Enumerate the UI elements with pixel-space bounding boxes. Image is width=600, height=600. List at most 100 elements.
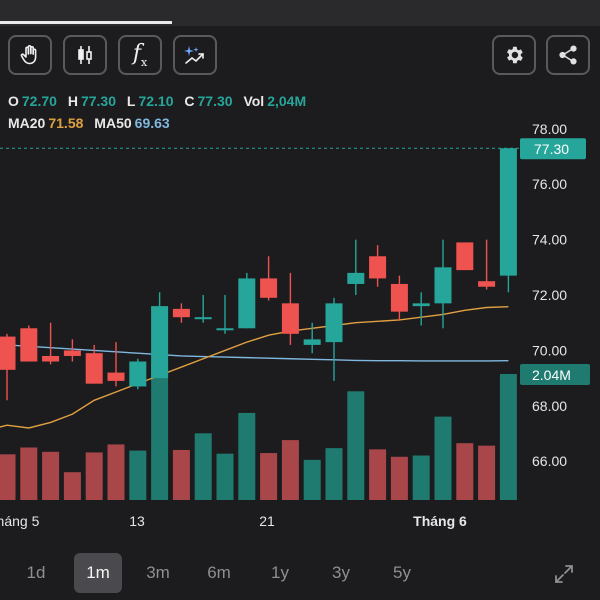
last-price-tag xyxy=(520,138,586,160)
candle-body xyxy=(20,328,38,362)
hand-drag-icon xyxy=(20,45,37,65)
candle-body xyxy=(281,303,299,334)
candle-body xyxy=(42,355,60,362)
chart-type-button[interactable] xyxy=(63,35,107,75)
volume-bar xyxy=(369,449,387,500)
x-tick-label: Tháng 5 xyxy=(0,513,40,529)
candle-body xyxy=(369,256,387,279)
settings-button[interactable] xyxy=(492,35,536,75)
period-3m[interactable]: 3m xyxy=(146,563,170,582)
period-3y[interactable]: 3y xyxy=(332,563,350,582)
price-chart[interactable]: 78.00 76.00 74.00 72.00 70.00 68.00 66.00 77.30… xyxy=(0,115,600,535)
period-6m[interactable]: 6m xyxy=(207,563,231,582)
period-1m[interactable]: 1m xyxy=(74,553,122,593)
volume-bar xyxy=(85,452,103,500)
candle-body xyxy=(0,336,16,370)
progress-indicator xyxy=(0,21,172,24)
close-value: 77.30 xyxy=(197,93,233,109)
share-icon xyxy=(559,45,577,65)
y-tick-label: 74.00 xyxy=(532,232,567,248)
x-tick-label: Tháng 6 xyxy=(413,513,467,529)
volume-bar xyxy=(63,472,81,500)
volume-bar xyxy=(42,451,60,500)
candle-body xyxy=(194,317,212,320)
high-value: 77.30 xyxy=(80,93,116,109)
low-value: 72.10 xyxy=(138,93,174,109)
volume-bar xyxy=(216,453,234,500)
candle-body xyxy=(260,278,278,298)
indicator-button[interactable]: fx xyxy=(118,35,162,75)
y-tick-label: 72.00 xyxy=(532,287,567,303)
y-tick-label: 78.00 xyxy=(532,121,567,137)
x-tick-label: 21 xyxy=(259,513,275,529)
share-button[interactable] xyxy=(546,35,590,75)
candle-body xyxy=(499,148,517,276)
period-selector: 1d 1m 3m 6m 1y 3y 5y xyxy=(0,548,600,600)
last-volume-label: 2.04M xyxy=(532,367,571,383)
gear-icon xyxy=(507,46,523,64)
function-icon: fx xyxy=(132,41,148,69)
volume-bar xyxy=(238,412,256,500)
ma-legend: MA20 71.58 MA50 69.63 xyxy=(8,115,177,131)
y-tick-label: 68.00 xyxy=(532,398,567,414)
candle-body xyxy=(456,242,474,271)
candle-body xyxy=(63,350,81,356)
ma20-value: 71.58 xyxy=(48,115,84,131)
y-tick-label: 76.00 xyxy=(532,176,567,192)
volume-bar xyxy=(260,453,278,500)
low-label: L xyxy=(126,93,136,109)
volume-value: 2,04M xyxy=(267,93,307,109)
candle-body xyxy=(412,303,430,307)
top-bar xyxy=(0,0,600,26)
volume-bar xyxy=(478,445,496,500)
hand-drag-button[interactable] xyxy=(8,35,52,75)
last-price-label: 77.30 xyxy=(534,141,569,157)
ma50-label: MA50 xyxy=(94,115,132,131)
ohlc-legend: O 72.70 H 77.30 L 72.10 C 77.30 Vol 2,04M xyxy=(8,93,313,109)
volume-bar xyxy=(151,363,169,500)
ai-analysis-button[interactable] xyxy=(173,35,217,75)
close-label: C xyxy=(184,93,195,109)
ma50-value: 69.63 xyxy=(134,115,170,131)
last-volume-tag xyxy=(520,364,590,385)
candle-body xyxy=(478,281,496,287)
x-tick-label: 13 xyxy=(129,513,145,529)
candle-body xyxy=(303,339,321,345)
candle-body xyxy=(434,267,452,304)
volume-bar xyxy=(434,416,452,500)
volume-bar xyxy=(412,455,430,500)
candle-body xyxy=(325,303,343,343)
volume-bar xyxy=(499,374,517,500)
expand-icon[interactable] xyxy=(552,562,576,586)
volume-bar xyxy=(325,448,343,500)
chart-toolbar: fx xyxy=(0,32,600,78)
ai-sparkle-icon xyxy=(184,46,204,64)
volume-bar xyxy=(20,447,38,500)
volume-bar xyxy=(172,449,190,500)
period-1d[interactable]: 1d xyxy=(26,563,46,582)
y-tick-label: 70.00 xyxy=(532,342,567,358)
candle-body xyxy=(347,272,365,284)
volume-label: Vol xyxy=(243,93,265,109)
candle-body xyxy=(238,278,256,329)
period-5y[interactable]: 5y xyxy=(393,563,411,582)
candle-body xyxy=(216,328,234,331)
candlestick-icon xyxy=(78,46,92,64)
volume-bar xyxy=(107,444,125,500)
volume-bar xyxy=(0,454,16,500)
candle-body xyxy=(390,283,408,312)
y-tick-label: 66.00 xyxy=(532,453,567,469)
candle-body xyxy=(129,361,147,387)
volume-bar xyxy=(390,456,408,500)
candle-body xyxy=(107,372,125,381)
open-label: O xyxy=(8,93,19,109)
high-label: H xyxy=(67,93,78,109)
volume-bar xyxy=(347,391,365,500)
volume-bar xyxy=(129,450,147,500)
open-value: 72.70 xyxy=(21,93,57,109)
ma20-label: MA20 xyxy=(8,115,46,131)
period-1y[interactable]: 1y xyxy=(271,563,289,582)
candle-body xyxy=(172,308,190,318)
candle-body xyxy=(151,306,169,379)
candle-body xyxy=(85,353,103,384)
